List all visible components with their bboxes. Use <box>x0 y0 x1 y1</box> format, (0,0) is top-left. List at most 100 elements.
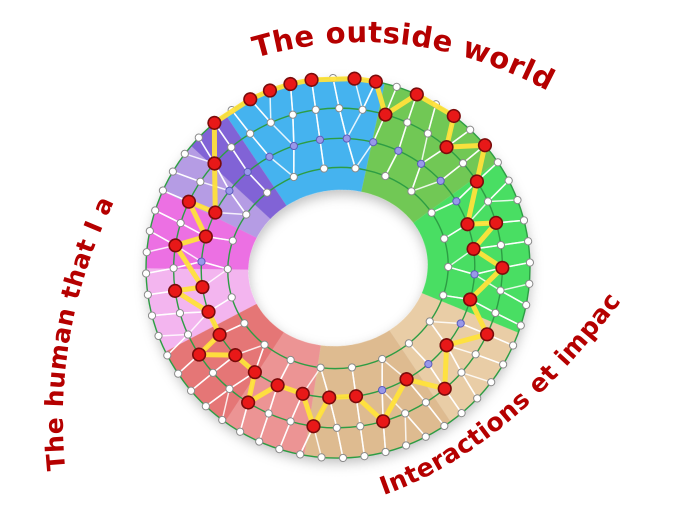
node <box>227 293 236 302</box>
node <box>201 402 210 411</box>
node <box>317 453 326 462</box>
red-node <box>198 229 213 244</box>
node <box>145 226 154 236</box>
node <box>496 286 505 295</box>
node <box>440 234 449 243</box>
node <box>151 206 160 215</box>
node <box>260 340 269 349</box>
node <box>471 350 480 359</box>
node <box>525 258 535 267</box>
node <box>427 208 436 217</box>
node <box>154 331 163 341</box>
red-node <box>460 217 475 232</box>
node <box>194 133 203 142</box>
node <box>180 149 189 158</box>
red-node <box>446 108 461 124</box>
node <box>275 445 284 454</box>
node <box>439 291 448 300</box>
node <box>496 241 505 250</box>
red-node <box>477 138 493 153</box>
red-node <box>409 87 424 102</box>
red-node <box>181 194 197 209</box>
node <box>525 279 534 288</box>
red-node <box>295 386 310 401</box>
sector-blue <box>225 77 385 206</box>
node <box>255 437 264 446</box>
red-node <box>168 283 183 298</box>
node <box>242 210 251 219</box>
red-node <box>469 174 485 189</box>
red-node <box>207 156 222 171</box>
node <box>466 125 475 134</box>
red-node <box>488 215 504 230</box>
node <box>508 341 518 350</box>
node <box>266 118 275 127</box>
node <box>457 368 466 377</box>
red-node <box>243 92 258 107</box>
node <box>347 363 357 372</box>
node <box>197 257 206 266</box>
node <box>227 143 236 152</box>
red-node <box>228 348 243 363</box>
sector-tan <box>304 330 451 459</box>
node <box>421 432 430 441</box>
node <box>491 308 500 318</box>
red-node <box>439 338 454 353</box>
node <box>516 321 525 330</box>
red-node <box>283 76 298 92</box>
node <box>174 369 183 378</box>
node <box>423 129 432 138</box>
red-node <box>270 378 285 393</box>
label-human-that-i-am: The human that I am <box>0 0 120 472</box>
node <box>223 264 232 274</box>
node <box>369 138 378 147</box>
node <box>358 105 367 114</box>
node <box>286 355 295 365</box>
node <box>394 146 403 155</box>
red-node <box>463 292 478 307</box>
node <box>246 129 255 138</box>
node <box>218 415 227 425</box>
node <box>519 216 529 225</box>
node <box>265 152 274 161</box>
node <box>444 262 453 272</box>
node <box>163 351 172 360</box>
node <box>142 248 151 257</box>
node <box>183 330 193 339</box>
node <box>470 270 479 279</box>
red-node <box>201 304 216 319</box>
red-node <box>241 395 256 410</box>
node <box>169 264 178 273</box>
node <box>392 82 401 91</box>
node <box>311 105 320 114</box>
node <box>208 368 218 377</box>
node <box>421 398 430 407</box>
red-node <box>495 260 510 275</box>
node <box>263 188 272 197</box>
node <box>356 422 365 431</box>
node <box>424 359 433 369</box>
red-node <box>347 71 362 86</box>
node <box>425 317 434 326</box>
node <box>158 186 168 195</box>
red-node <box>378 107 393 122</box>
red-node <box>208 205 223 220</box>
node <box>319 164 329 173</box>
node <box>483 197 493 206</box>
node <box>236 427 245 436</box>
node <box>417 159 426 168</box>
node <box>176 218 185 228</box>
node <box>289 141 298 151</box>
red-node <box>212 327 227 342</box>
red-node <box>247 365 262 380</box>
node <box>378 385 387 395</box>
red-node <box>466 241 481 257</box>
node <box>458 159 468 168</box>
node <box>332 423 341 432</box>
red-node <box>306 419 321 434</box>
node <box>407 187 416 196</box>
node <box>228 236 237 245</box>
node <box>493 158 502 167</box>
node <box>168 167 177 176</box>
